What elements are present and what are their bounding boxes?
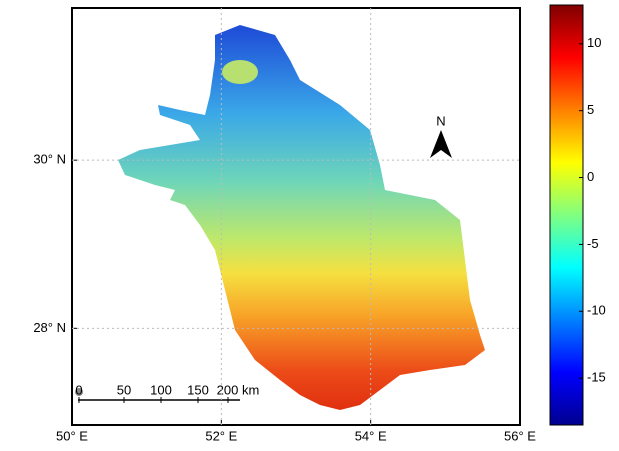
scale-label: 50 xyxy=(117,382,131,397)
colorbar-tick-label: 0 xyxy=(587,169,594,184)
x-tick-label: 56° E xyxy=(504,428,536,443)
colorbar xyxy=(549,4,584,426)
scale-origin xyxy=(75,388,83,396)
x-tick-label: 54° E xyxy=(355,428,387,443)
scale-label: 150 xyxy=(187,382,209,397)
x-tick-label: 52° E xyxy=(205,428,237,443)
north-label: N xyxy=(436,113,445,128)
colorbar-tick-label: -15 xyxy=(587,370,606,385)
lake-patch xyxy=(222,60,258,84)
province-raster xyxy=(118,25,485,410)
scale-label: 200 km xyxy=(217,382,260,397)
colorbar-tick-label: 10 xyxy=(587,35,601,50)
colorbar-tick-label: -10 xyxy=(587,303,606,318)
y-tick-label: 30° N xyxy=(33,152,66,167)
colorbar-tick-label: 5 xyxy=(587,102,594,117)
y-tick-label: 28° N xyxy=(33,320,66,335)
scale-label: 0 xyxy=(75,382,82,397)
scale-bar: 0 50 100 150 200 km xyxy=(75,382,259,403)
scale-label: 100 xyxy=(150,382,172,397)
x-tick-label: 50° E xyxy=(56,428,88,443)
north-arrow: N xyxy=(430,113,452,158)
colorbar-tick-label: -5 xyxy=(587,236,599,251)
